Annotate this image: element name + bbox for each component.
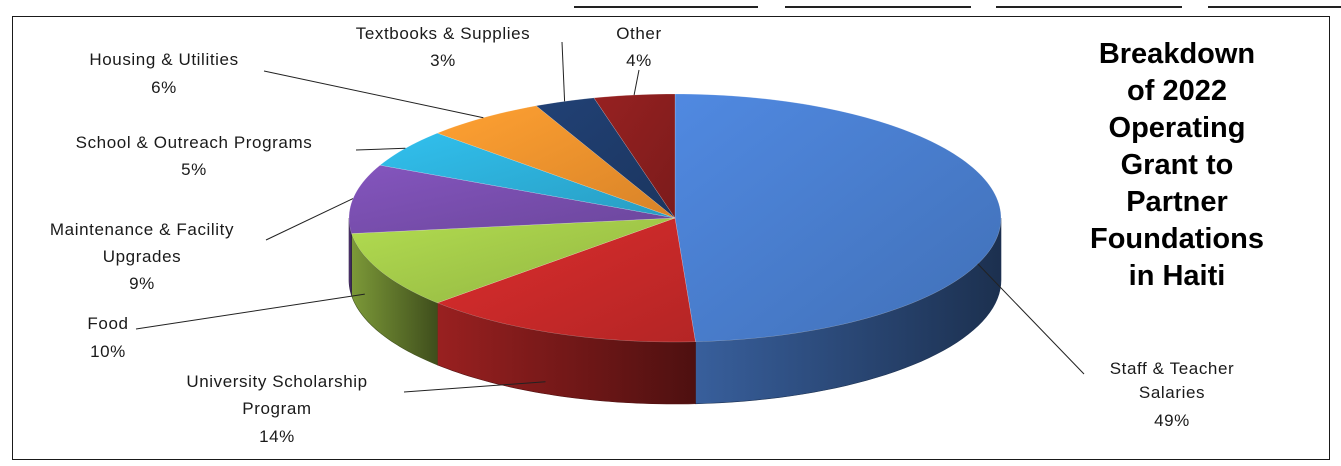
pie-slice [351,217,676,304]
decorative-rule [574,6,758,8]
chart-title-line: Partner [1126,186,1228,218]
chart-title-line: in Haiti [1128,260,1226,292]
slice-label: Maintenance & Facility [50,220,234,239]
slice-label: Other [616,24,662,43]
leader-line [403,381,546,393]
pie-slice [674,93,1002,343]
slice-value-label: 4% [626,51,652,70]
slice-value-label: 14% [259,427,295,446]
slice-label: Textbooks & Supplies [356,24,531,43]
slice-label: Food [87,314,128,333]
slice-value-label: 3% [430,51,456,70]
slice-label: Upgrades [103,247,182,266]
slice-label: School & Outreach Programs [76,133,313,152]
leader-line [265,198,354,241]
slice-label: Staff & Teacher [1110,359,1235,378]
leader-line [977,263,1085,375]
slice-label: Salaries [1139,383,1205,402]
slice-label: Housing & Utilities [89,50,238,69]
slice-value-label: 6% [151,78,177,97]
chart-title-line: Foundations [1090,223,1264,255]
pie-slice-side [348,218,352,296]
slice-label: Program [242,399,311,418]
slice-value-label: 5% [181,160,207,179]
decorative-rule [1208,6,1341,8]
pie-slice [436,217,696,343]
decorative-rule [996,6,1182,8]
leader-line [561,41,566,102]
chart-title-line: Operating [1108,112,1246,144]
pie-slice [535,97,676,219]
chart-title-line: Grant to [1120,149,1234,181]
decorative-rule [785,6,971,8]
chart-title-line: of 2022 [1127,75,1227,107]
slice-value-label: 10% [90,342,126,361]
leader-line [263,70,484,119]
pie-slice [348,164,676,234]
chart-title: Breakdown of 2022 Operating Grant to Par… [1058,36,1296,295]
slice-value-label: 9% [129,274,155,293]
leader-line [135,293,365,330]
chart-title-line: Breakdown [1098,38,1256,70]
leader-line [633,69,640,96]
leader-line [355,147,406,151]
slice-label: University Scholarship [186,372,367,391]
slice-value-label: 49% [1154,411,1190,430]
